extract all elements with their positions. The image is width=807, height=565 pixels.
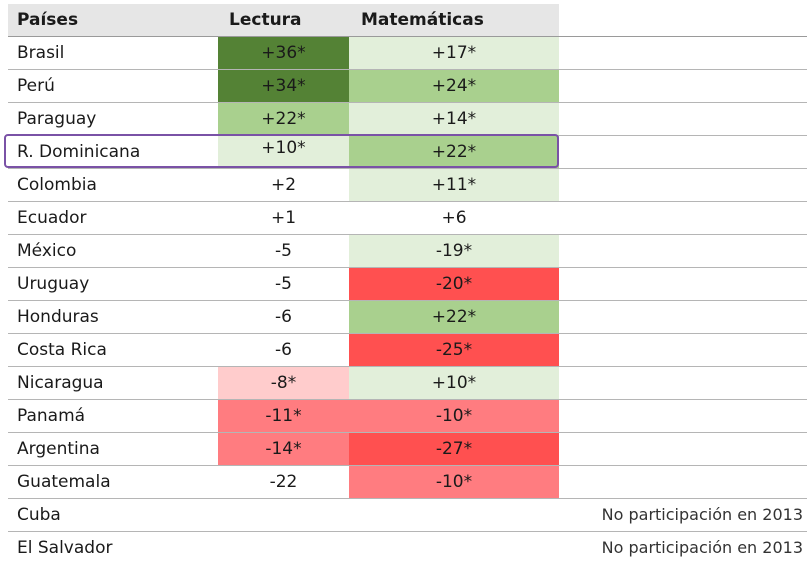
matematicas-cell: -27*: [349, 433, 559, 465]
table-row: Panamá -11* -10*: [8, 400, 807, 433]
lectura-cell: +36*: [218, 37, 349, 69]
header-background: [8, 4, 559, 36]
header-matematicas: Matemáticas: [361, 10, 484, 30]
matematicas-cell: +24*: [349, 70, 559, 102]
matematicas-cell: +6: [441, 208, 467, 228]
country-cell: México: [17, 241, 77, 261]
country-cell: Argentina: [17, 439, 100, 459]
matematicas-cell: +10*: [349, 367, 559, 399]
participation-note: No participación en 2013: [601, 505, 803, 524]
table-body: Brasil +36* +17* Perú +34* +24* Paraguay +22* +1…: [4, 37, 807, 565]
country-cell: Brasil: [17, 43, 65, 63]
matematicas-cell: +22*: [349, 301, 559, 333]
table-row: Guatemala -22 -10*: [8, 466, 807, 499]
matematicas-cell: -19*: [349, 235, 559, 267]
lectura-cell: -11*: [218, 400, 349, 432]
table-row: Brasil +36* +17*: [8, 37, 807, 70]
country-cell: Guatemala: [17, 472, 111, 492]
table-row: R. Dominicana +10* +22*: [4, 134, 807, 169]
lectura-cell: -22: [269, 472, 298, 492]
lectura-cell: -5: [275, 241, 292, 261]
table-row: Cuba No participación en 2013: [8, 499, 807, 532]
header-countries: Países: [17, 10, 79, 30]
country-cell: Colombia: [17, 175, 97, 195]
table-row: Colombia +2 +11*: [8, 169, 807, 202]
country-cell: Nicaragua: [17, 373, 104, 393]
table-row: El Salvador No participación en 2013: [8, 532, 807, 565]
matematicas-cell: +11*: [349, 169, 559, 201]
lectura-cell: +2: [270, 175, 297, 195]
lectura-cell: +34*: [218, 70, 349, 102]
lectura-cell: -8*: [218, 367, 349, 399]
matematicas-cell: [349, 532, 559, 564]
header-lectura: Lectura: [229, 10, 302, 30]
country-cell: Ecuador: [17, 208, 87, 228]
lectura-cell: -14*: [218, 433, 349, 465]
table-row: México -5 -19*: [8, 235, 807, 268]
table-row: Uruguay -5 -20*: [8, 268, 807, 301]
lectura-cell: [218, 532, 349, 564]
matematicas-cell: +14*: [349, 103, 559, 135]
country-cell: El Salvador: [17, 538, 113, 558]
matematicas-cell: -25*: [349, 334, 559, 366]
lectura-cell: -6: [275, 307, 292, 327]
country-cell: Uruguay: [17, 274, 90, 294]
table-row: Ecuador +1 +6: [8, 202, 807, 235]
table-row: Honduras -6 +22*: [8, 301, 807, 334]
lectura-cell: +1: [270, 208, 297, 228]
matematicas-cell: -20*: [349, 268, 559, 300]
matematicas-cell: -10*: [349, 400, 559, 432]
matematicas-cell: [349, 499, 559, 531]
lectura-cell: +22*: [218, 103, 349, 135]
table-row: Paraguay +22* +14*: [8, 103, 807, 136]
country-cell: Paraguay: [17, 109, 97, 129]
matematicas-cell: -10*: [349, 466, 559, 498]
lectura-cell: -6: [275, 340, 292, 360]
country-cell: Honduras: [17, 307, 99, 327]
participation-note: No participación en 2013: [601, 538, 803, 557]
country-cell: Costa Rica: [17, 340, 107, 360]
table-row: Argentina -14* -27*: [8, 433, 807, 466]
country-cell: R. Dominicana: [17, 142, 141, 162]
lectura-cell: [218, 499, 349, 531]
country-cell: Panamá: [17, 406, 86, 426]
lectura-cell: +10*: [218, 136, 349, 168]
table-row: Perú +34* +24*: [8, 70, 807, 103]
country-cell: Perú: [17, 76, 55, 96]
matematicas-cell: +17*: [349, 37, 559, 69]
results-table: Países Lectura Matemáticas Brasil +36* +17…: [4, 4, 807, 565]
matematicas-cell: +22*: [349, 136, 559, 168]
table-row: Costa Rica -6 -25*: [8, 334, 807, 367]
table-row: Nicaragua -8* +10*: [8, 367, 807, 400]
country-cell: Cuba: [17, 505, 61, 525]
table-header-row: Países Lectura Matemáticas: [8, 4, 807, 37]
lectura-cell: -5: [275, 274, 292, 294]
